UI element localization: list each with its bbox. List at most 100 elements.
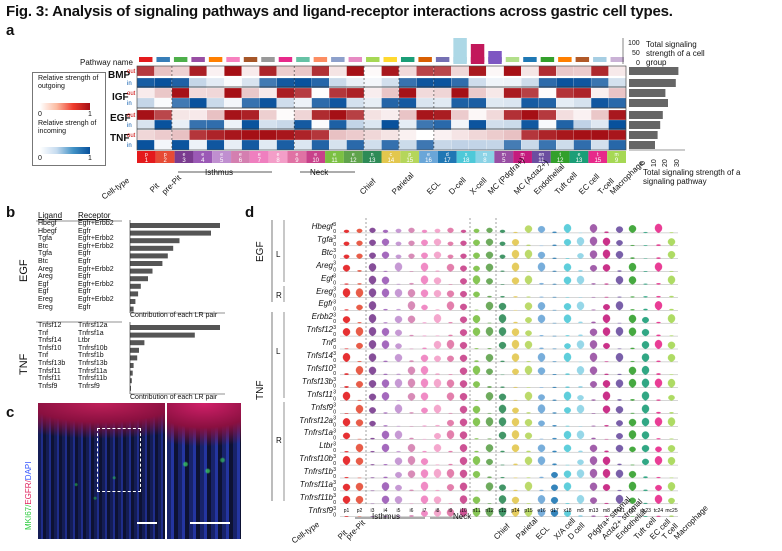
violin-shape bbox=[435, 489, 440, 492]
violin-shape bbox=[383, 373, 388, 375]
violin-shape bbox=[628, 327, 637, 337]
heatmap-cell bbox=[503, 129, 522, 141]
violin-shape bbox=[668, 394, 675, 401]
heatmap-cell bbox=[381, 87, 400, 99]
right-axis-tick-10: 10 bbox=[651, 159, 658, 167]
cell-code-letter: p bbox=[408, 152, 411, 158]
cell-code-d: i9 bbox=[449, 508, 453, 514]
cell-code-d: mc25 bbox=[665, 508, 677, 514]
violin-shape bbox=[552, 374, 557, 375]
violin-shape bbox=[460, 229, 467, 234]
row-tag: out bbox=[127, 133, 136, 139]
heatmap-cell bbox=[486, 77, 504, 89]
violin-shape bbox=[656, 399, 661, 401]
heatmap-cell bbox=[276, 119, 295, 131]
heatmap-cell bbox=[538, 77, 557, 89]
y-tick: 0 bbox=[333, 242, 336, 248]
violin-shape bbox=[394, 353, 403, 363]
violin-shape bbox=[578, 270, 583, 272]
panel-letter-b: b bbox=[6, 204, 16, 221]
violin-shape bbox=[617, 489, 622, 492]
violin-shape bbox=[656, 295, 661, 298]
cell-code-chip bbox=[400, 151, 420, 163]
violin-shape bbox=[630, 296, 635, 298]
violin-shape bbox=[630, 412, 635, 414]
violin-shape bbox=[342, 316, 351, 324]
egf-lr-bar bbox=[130, 230, 211, 236]
cell-code-chip bbox=[174, 151, 194, 163]
heatmap-cell bbox=[556, 87, 574, 99]
cell-code-letter: m bbox=[615, 152, 619, 158]
cell-code-letter: t bbox=[559, 152, 561, 158]
heatmap-cell bbox=[329, 87, 347, 99]
y-tick: 3 bbox=[333, 287, 336, 293]
heatmap-cell bbox=[189, 109, 207, 121]
heatmap-cell bbox=[608, 129, 627, 141]
heatmap-cell bbox=[556, 109, 574, 121]
violin-shape bbox=[355, 381, 364, 388]
violin-shape bbox=[524, 481, 533, 492]
gene-label-0: Hbegf bbox=[311, 222, 333, 231]
violin-shape bbox=[617, 399, 622, 401]
tnf-ligand-7: Tnfsf11 bbox=[38, 375, 61, 383]
violin-shape bbox=[446, 263, 455, 272]
violin-shape bbox=[369, 420, 376, 427]
violin-shape bbox=[472, 315, 481, 324]
tnf-ligand-1: Tnf bbox=[38, 329, 49, 337]
violin-shape bbox=[420, 392, 429, 401]
heatmap-cell bbox=[206, 109, 225, 121]
violin-shape bbox=[420, 458, 429, 466]
violin-shape bbox=[396, 515, 401, 517]
violin-shape bbox=[433, 509, 442, 517]
heatmap-cell bbox=[241, 65, 260, 77]
cell-code-chip bbox=[588, 151, 608, 163]
cell-code-d: e16 bbox=[537, 508, 546, 514]
violin-shape bbox=[500, 360, 505, 363]
violin-shape bbox=[474, 450, 479, 453]
cell-code-number: 8 bbox=[276, 158, 280, 164]
violin-shape bbox=[433, 468, 442, 479]
violin-shape bbox=[485, 301, 494, 311]
cell-code-chip bbox=[287, 151, 307, 163]
heatmap-cell bbox=[521, 87, 539, 99]
heatmap-cell bbox=[521, 129, 539, 141]
heatmap-cell bbox=[503, 119, 522, 131]
violin-shape bbox=[537, 251, 546, 259]
violin-shape bbox=[381, 443, 390, 453]
violin-shape bbox=[669, 412, 674, 414]
violin-shape bbox=[409, 334, 414, 337]
violin-shape bbox=[667, 354, 676, 363]
violin-shape bbox=[383, 425, 388, 427]
violin-shape bbox=[422, 450, 427, 453]
heatmap-cell bbox=[608, 139, 627, 151]
heatmap-cell bbox=[398, 97, 417, 109]
heatmap-cell bbox=[503, 139, 522, 151]
violin-shape bbox=[643, 308, 648, 311]
cell-code-chip bbox=[531, 151, 551, 163]
violin-shape bbox=[552, 257, 557, 259]
violin-shape bbox=[459, 431, 468, 440]
violin-shape bbox=[434, 355, 441, 363]
y-tick: 0 bbox=[333, 513, 336, 519]
violin-shape bbox=[395, 484, 402, 492]
violin-shape bbox=[630, 257, 635, 259]
violin-shape bbox=[499, 484, 506, 492]
violin-shape bbox=[368, 314, 377, 324]
violin-shape bbox=[513, 321, 518, 324]
tnf-receptor-3: Tnfrsf10b bbox=[78, 344, 108, 352]
violin-shape bbox=[368, 288, 377, 298]
col-ligand-header: Ligand bbox=[38, 211, 63, 220]
top-axis-label: Total signaling strength of a cell group bbox=[646, 40, 705, 67]
violin-shape bbox=[578, 515, 583, 517]
heatmap-cell bbox=[451, 139, 469, 151]
legend-outgoing-title: Relative strength of outgoing bbox=[38, 75, 99, 90]
cell-code-d: d17 bbox=[550, 508, 559, 514]
cell-code-chip bbox=[513, 151, 532, 163]
tnf-ligand-5: Tnfsf13b bbox=[38, 360, 66, 367]
violin-shape bbox=[563, 276, 572, 285]
violin-shape bbox=[526, 450, 531, 453]
violin-shape bbox=[656, 411, 661, 414]
violin-shape bbox=[485, 238, 494, 246]
violin-shape bbox=[394, 430, 403, 440]
violin-shape bbox=[667, 341, 676, 350]
